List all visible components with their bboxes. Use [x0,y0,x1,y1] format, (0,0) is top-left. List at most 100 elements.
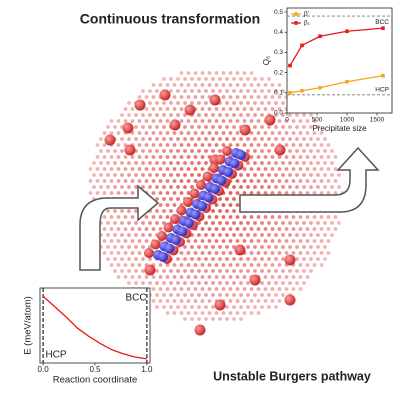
lattice-atom [106,257,110,261]
lattice-atom [235,275,240,279]
lattice-atom [123,167,128,171]
x-axis-label: Reaction coordinate [53,375,138,386]
lattice-atom [204,281,208,285]
lattice-atom [225,293,229,297]
lattice-atom [284,227,289,231]
lattice-atom [207,131,212,135]
lattice-atom [253,149,257,153]
lattice-atom [183,125,187,129]
lattice-atom [246,161,250,165]
lattice-atom [134,125,138,129]
lattice-atom [176,269,180,273]
lattice-atom [225,233,229,237]
lattice-atom [151,227,156,231]
atom [209,163,219,173]
lattice-atom [214,203,219,207]
lattice-atom [158,191,163,195]
lattice-atom [158,275,163,279]
lattice-atom [193,311,198,315]
lattice-atom [333,179,338,183]
lattice-atom [207,239,212,243]
lattice-atom [256,83,261,87]
atom [239,124,251,136]
lattice-atom [155,269,159,273]
lattice-atom [172,155,177,159]
lattice-atom [242,119,247,123]
lattice-atom [228,191,233,195]
lattice-atom [151,287,156,291]
lattice-atom [288,125,292,129]
lattice-atom [232,113,236,117]
lattice-atom [197,257,201,261]
lattice-atom [281,101,285,105]
legend-swatch [294,21,298,25]
lattice-atom [260,101,264,105]
lattice-atom [200,83,205,87]
lattice-atom [270,275,275,279]
lattice-atom [200,131,205,135]
lattice-atom [197,89,201,93]
lattice-atom [232,209,236,213]
lattice-atom [197,173,201,177]
lattice-atom [225,209,229,213]
lattice-atom [179,119,184,123]
lattice-atom [116,227,121,231]
lattice-atom [155,281,159,285]
lattice-atom [148,125,152,129]
lattice-atom [190,125,194,129]
lattice-atom [176,257,180,261]
lattice-atom [256,227,261,231]
lattice-atom [225,197,229,201]
lattice-atom [151,83,156,87]
lattice-atom [284,155,289,159]
lattice-atom [267,257,271,261]
atom [234,244,246,256]
lattice-atom [249,287,254,291]
lattice-atom [291,131,296,135]
lattice-atom [123,263,128,267]
lattice-atom [176,161,180,165]
lattice-atom [130,155,135,159]
lattice-atom [253,293,257,297]
lattice-atom [232,77,236,81]
lattice-atom [309,185,313,189]
lattice-atom [165,191,170,195]
x-tick-label: 1000 [340,117,355,124]
lattice-atom [102,251,107,255]
lattice-atom [165,215,170,219]
lattice-atom [200,275,205,279]
lattice-atom [172,263,177,267]
lattice-atom [127,173,131,177]
lattice-atom [218,125,222,129]
atom [214,299,226,311]
lattice-atom [274,137,278,141]
lattice-atom [190,77,194,81]
lattice-atom [190,269,194,273]
lattice-atom [281,281,285,285]
lattice-atom [130,167,135,171]
lattice-atom [214,263,219,267]
lattice-atom [288,233,292,237]
lattice-atom [246,149,250,153]
lattice-atom [148,281,152,285]
lattice-atom [109,179,114,183]
lattice-atom [109,251,114,255]
lattice-atom [200,107,205,111]
lattice-atom [239,221,243,225]
precipitate-atom [210,184,220,194]
lattice-atom [190,305,194,309]
lattice-atom [144,227,149,231]
precipitate-atom [203,192,214,203]
lattice-atom [141,149,145,153]
lattice-atom [141,161,145,165]
lattice-atom [179,287,184,291]
y-tick-label: 0.5 [274,9,283,16]
lattice-atom [137,179,142,183]
lattice-atom [207,311,212,315]
lattice-atom [179,83,184,87]
lattice-atom [302,233,306,237]
lattice-atom [172,107,177,111]
lattice-atom [109,191,114,195]
lattice-atom [267,101,271,105]
lattice-atom [127,209,131,213]
